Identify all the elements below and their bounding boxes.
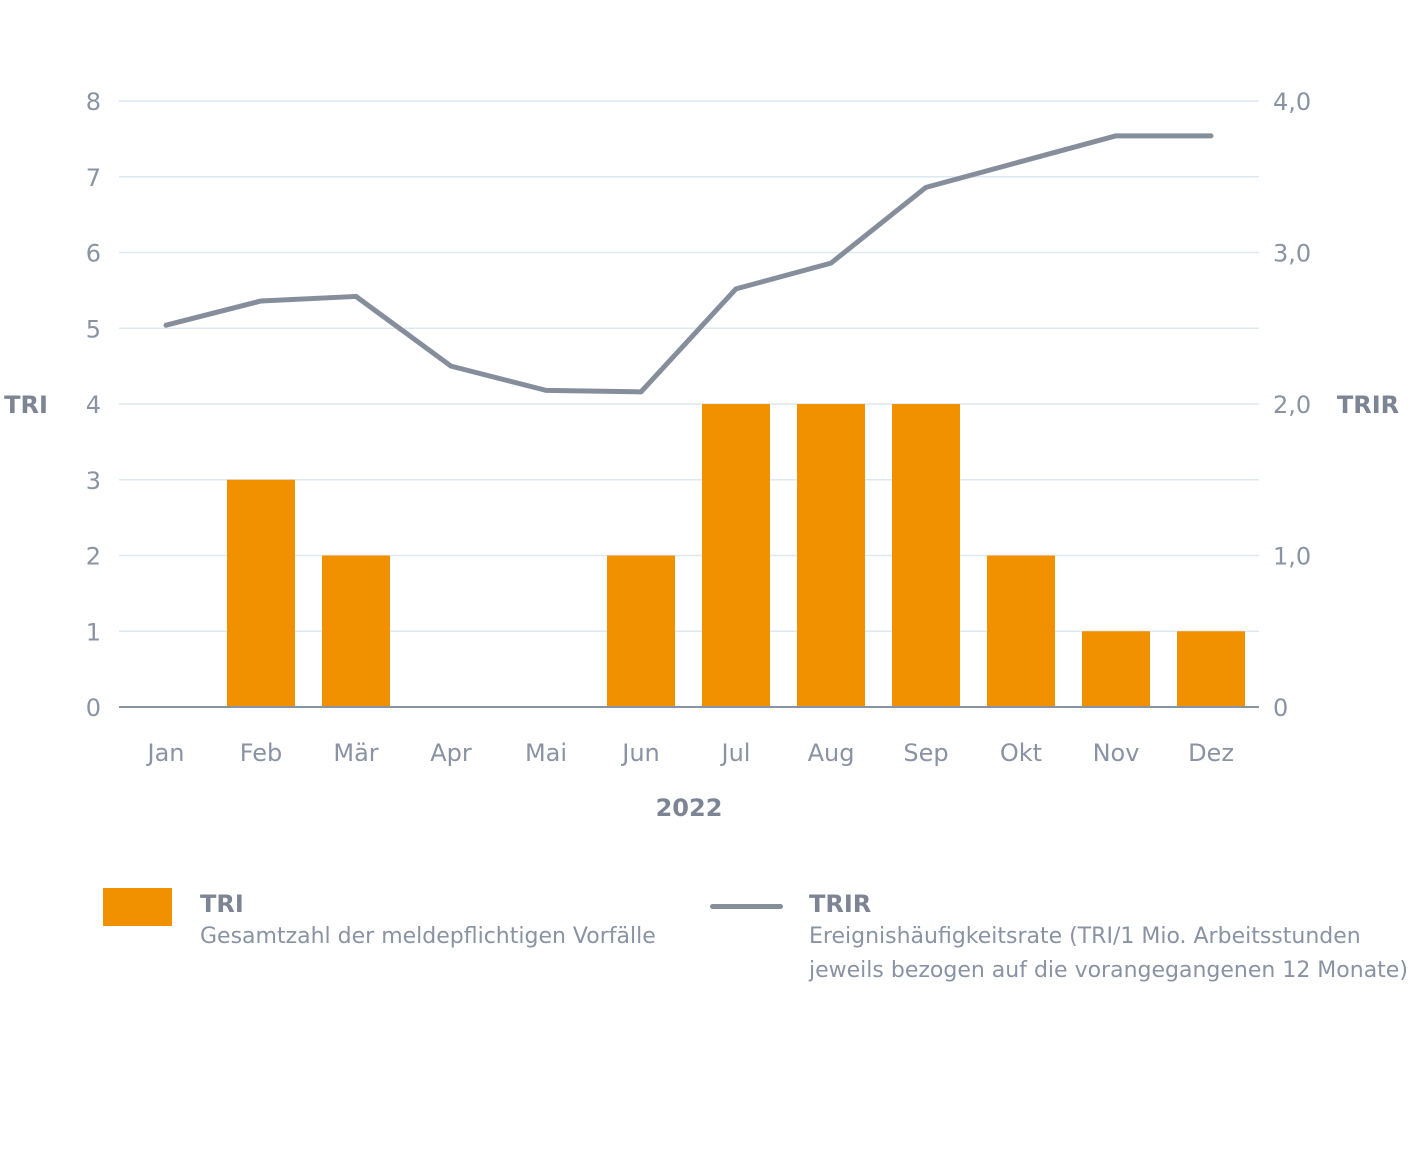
legend-tri: TRI Gesamtzahl der meldepflichtigen Vorf… <box>200 888 656 954</box>
x-tick-label: Jun <box>620 739 660 767</box>
left-tick-label: 4 <box>86 391 101 419</box>
legend-trir-description-line2: jeweils bezogen auf die vorangegangenen … <box>809 958 1408 983</box>
legend-trir-description-line1: Ereignishäufigkeitsrate (TRI/1 Mio. Arbe… <box>809 924 1361 949</box>
legend-tri-swatch <box>103 888 172 926</box>
left-tick-label: 2 <box>86 543 101 571</box>
legend-tri-title: TRI <box>200 890 244 918</box>
bar <box>1177 631 1245 707</box>
right-axis-ticks: 0 1,0 2,0 3,0 4,0 <box>1273 88 1311 722</box>
left-axis-title: TRI <box>4 391 48 419</box>
x-tick-label: Aug <box>808 739 855 767</box>
left-tick-label: 7 <box>86 164 101 192</box>
right-axis-title: TRIR <box>1337 391 1399 419</box>
x-tick-label: Jan <box>146 739 185 767</box>
bar-series-tri <box>227 404 1245 707</box>
x-tick-label: Nov <box>1093 739 1140 767</box>
left-tick-label: 8 <box>86 88 101 116</box>
bar <box>797 404 865 707</box>
legend-trir-swatch <box>710 904 783 909</box>
bar <box>702 404 770 707</box>
bar <box>1082 631 1150 707</box>
x-tick-label: Apr <box>430 739 472 767</box>
x-tick-label: Feb <box>240 739 283 767</box>
x-tick-label: Jul <box>720 739 751 767</box>
legend-tri-description: Gesamtzahl der meldepflichtigen Vorfälle <box>200 924 656 949</box>
right-tick-label: 2,0 <box>1273 391 1311 419</box>
left-tick-label: 0 <box>86 694 101 722</box>
bar <box>892 404 960 707</box>
x-axis-ticks: Jan Feb Mär Apr Mai Jun Jul Aug Sep Okt Nov Dez <box>146 739 1234 767</box>
left-tick-label: 6 <box>86 240 101 268</box>
line-series-trir <box>163 133 1214 395</box>
left-tick-label: 5 <box>86 315 101 343</box>
x-tick-label: Okt <box>1000 739 1042 767</box>
right-tick-label: 3,0 <box>1273 240 1311 268</box>
bar <box>227 479 295 707</box>
left-axis-ticks: 0 1 2 3 4 5 6 7 8 <box>86 88 101 722</box>
bar <box>987 555 1055 707</box>
gridlines <box>119 100 1259 632</box>
right-tick-label: 0 <box>1273 694 1288 722</box>
bar <box>322 555 390 707</box>
legend-trir-title: TRIR <box>809 890 872 918</box>
left-tick-label: 1 <box>86 618 101 646</box>
x-axis-title: 2022 <box>656 794 723 822</box>
left-tick-label: 3 <box>86 467 101 495</box>
legend-trir: TRIR Ereignishäufigkeitsrate (TRI/1 Mio.… <box>809 888 1408 988</box>
right-tick-label: 1,0 <box>1273 543 1311 571</box>
bar <box>607 555 675 707</box>
x-tick-label: Sep <box>903 739 948 767</box>
right-tick-label: 4,0 <box>1273 88 1311 116</box>
x-tick-label: Dez <box>1188 739 1234 767</box>
x-tick-label: Mär <box>333 739 378 767</box>
x-tick-label: Mai <box>525 739 567 767</box>
